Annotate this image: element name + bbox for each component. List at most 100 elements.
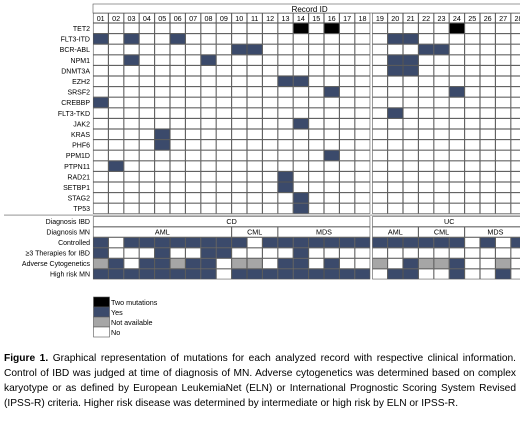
clinical-cell [139,269,154,279]
mutation-cell [216,23,231,33]
mutation-cell [419,87,434,97]
mutation-cell [232,172,247,182]
mutation-cell [419,193,434,203]
mutation-cell [309,140,324,150]
mutation-cell [480,161,495,171]
mutation-cell [247,193,262,203]
mutation-cell [449,34,464,44]
mutation-cell [324,108,339,118]
mutation-cell [186,182,201,192]
mutation-cell [388,76,403,86]
clinical-cell [324,259,339,269]
clinical-cell [340,248,355,258]
mutation-cell [216,193,231,203]
mutation-cell [324,140,339,150]
mutation-cell [372,55,387,65]
clinical-cell [309,259,324,269]
record-header-label: 01 [97,14,105,23]
diagnosis-ibd-band-label: CD [226,217,236,226]
gene-label: PPM1D [66,153,90,160]
diagnosis-ibd-label: Diagnosis IBD [46,219,90,226]
mutation-cell [186,150,201,160]
mutation-cell [511,76,520,86]
record-header-label: 19 [376,14,384,23]
mutation-cell [293,161,308,171]
gene-label: FLT3-ITD [61,37,90,44]
clinical-cell [434,248,449,258]
mutation-cell [324,76,339,86]
mutation-cell [419,108,434,118]
mutation-cell [186,193,201,203]
mutation-cell [480,87,495,97]
mutation-cell [449,129,464,139]
mutation-cell [434,140,449,150]
mutation-cell [496,129,511,139]
mutation-cell [419,140,434,150]
mutation-cell [340,119,355,129]
mutation-cell [355,87,370,97]
mutation-cell [278,172,293,182]
mutation-cell [388,119,403,129]
mutation-cell [186,76,201,86]
mutation-cell [247,203,262,213]
clinical-cell [109,238,124,248]
mutation-cell [511,97,520,107]
gene-label: JAK2 [73,121,90,128]
clinical-cell [496,259,511,269]
mutation-cell [355,55,370,65]
record-header-label: 16 [328,14,336,23]
mutation-cell [201,55,216,65]
mutation-cell [201,161,216,171]
clinical-cell [124,269,139,279]
clinical-cell [186,269,201,279]
clinical-cell [372,269,387,279]
clinical-cell [278,259,293,269]
gene-label: EZH2 [72,79,90,86]
mutation-cell [201,23,216,33]
mutation-cell [124,129,139,139]
mutation-cell [340,55,355,65]
mutation-cell [201,97,216,107]
mutation-cell [340,140,355,150]
gene-label: DNMT3A [61,68,90,75]
mutation-cell [247,172,262,182]
clinical-cell [403,248,418,258]
mutation-heatmap-figure: Record ID 01 02 03 04 05 06 07 08 09 10 11 12 13 14 15 1… [0,0,520,345]
mutation-cell [372,161,387,171]
mutation-cell [449,182,464,192]
mutation-cell [293,34,308,44]
mutation-cell [93,108,108,118]
mutation-cell [372,23,387,33]
clinical-cell [93,259,108,269]
mutation-cell [278,34,293,44]
mutation-cell [109,140,124,150]
mutation-cell [465,161,480,171]
mutation-cell [263,44,278,54]
caption-text: Graphical representation of mutations fo… [4,353,516,409]
mutation-cell [232,203,247,213]
mutation-cell [480,203,495,213]
mutation-cell [372,66,387,76]
mutation-cell [388,150,403,160]
mutation-cell [449,87,464,97]
mutation-cell [109,150,124,160]
clinical-row-label: Controlled [58,240,90,247]
mutation-cell [324,182,339,192]
mutation-cell [434,119,449,129]
clinical-cell [278,269,293,279]
mutation-cell [293,203,308,213]
mutation-cell [109,23,124,33]
gene-label: CREBBP [61,100,90,107]
clinical-cell [155,269,170,279]
mutation-cell [124,44,139,54]
mutation-cell [170,87,185,97]
clinical-cell [372,248,387,258]
clinical-cell [155,259,170,269]
mutation-cell [93,182,108,192]
record-header-label: 11 [251,14,258,23]
mutation-cell [124,203,139,213]
mutation-cell [263,161,278,171]
legend-label: Yes [111,308,123,317]
clinical-cell [309,248,324,258]
mutation-cell [372,34,387,44]
